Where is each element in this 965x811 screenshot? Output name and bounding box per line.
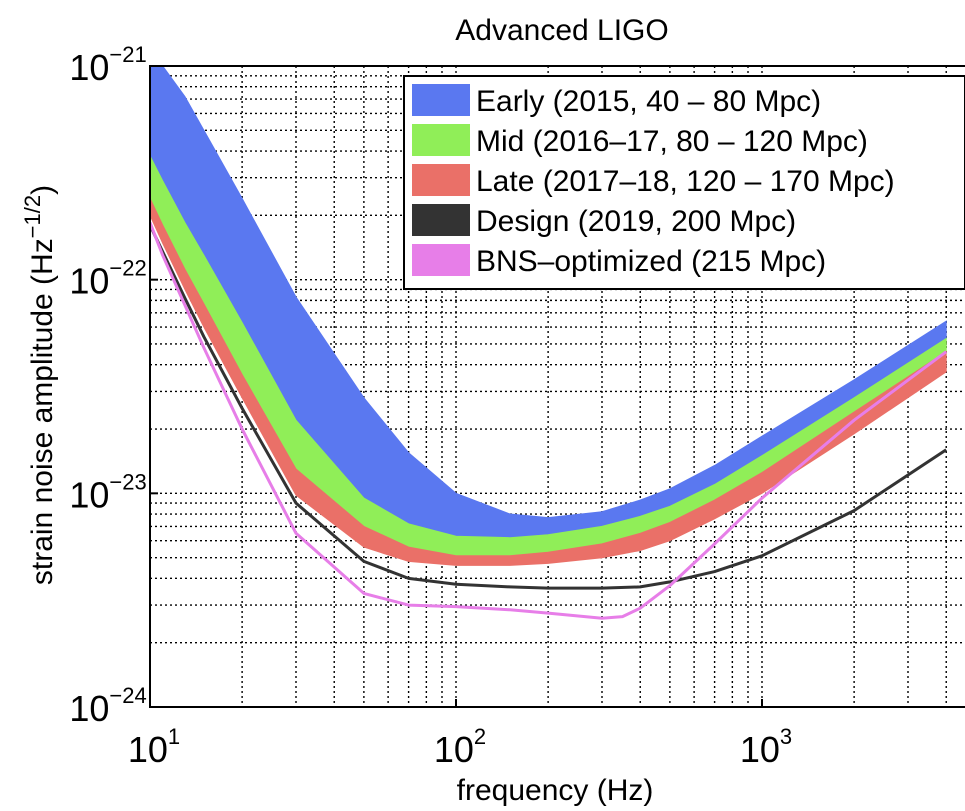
axes-box (149, 65, 965, 708)
legend-label-mid: Mid (2016–17, 80 – 120 Mpc) (476, 125, 868, 158)
legend-label-early: Early (2015, 40 – 80 Mpc) (476, 85, 821, 118)
chart-title: Advanced LIGO (455, 14, 668, 47)
legend-swatch-early (412, 84, 470, 116)
y-axis-label-close: ) (26, 185, 59, 195)
legend-label-design: Design (2019, 200 Mpc) (476, 205, 796, 238)
plot-frame (149, 65, 965, 708)
y-axis-label-main: strain noise amplitude (Hz (26, 238, 59, 585)
series-line-design (150, 224, 948, 590)
y-tick-label: 10−23 (69, 469, 146, 515)
series-band-late (150, 198, 947, 566)
x-tick-label: 101 (128, 724, 180, 770)
legend-box (403, 75, 965, 290)
x-axis-label: frequency (Hz) (457, 774, 654, 807)
legend-swatch-late (412, 164, 470, 196)
legend-swatch-bnsoptimized (412, 244, 470, 276)
legend-label-late: Late (2017–18, 120 – 170 Mpc) (476, 165, 895, 198)
y-tick-label: 10−24 (69, 683, 146, 729)
legend: Early (2015, 40 – 80 Mpc) Mid (2016–17, 8… (403, 75, 965, 290)
series-layer (150, 66, 948, 620)
y-axis-label-exp: −1/2 (20, 195, 45, 238)
y-axis-label: strain noise amplitude (Hz−1/2) (20, 185, 59, 585)
y-tick-label: 10−21 (69, 42, 146, 88)
legend-label-bnsoptimized: BNS–optimized (215 Mpc) (476, 245, 826, 278)
legend-swatch-mid (412, 124, 470, 156)
tick-labels: 101 102 103 10−21 10−22 10−23 10−24 (69, 42, 792, 770)
x-tick-label: 102 (434, 724, 486, 770)
legend-swatch-design (412, 204, 470, 236)
x-tick-label: 103 (740, 724, 792, 770)
y-tick-label: 10−22 (69, 256, 146, 302)
series-line-bnsoptimized (150, 222, 948, 620)
